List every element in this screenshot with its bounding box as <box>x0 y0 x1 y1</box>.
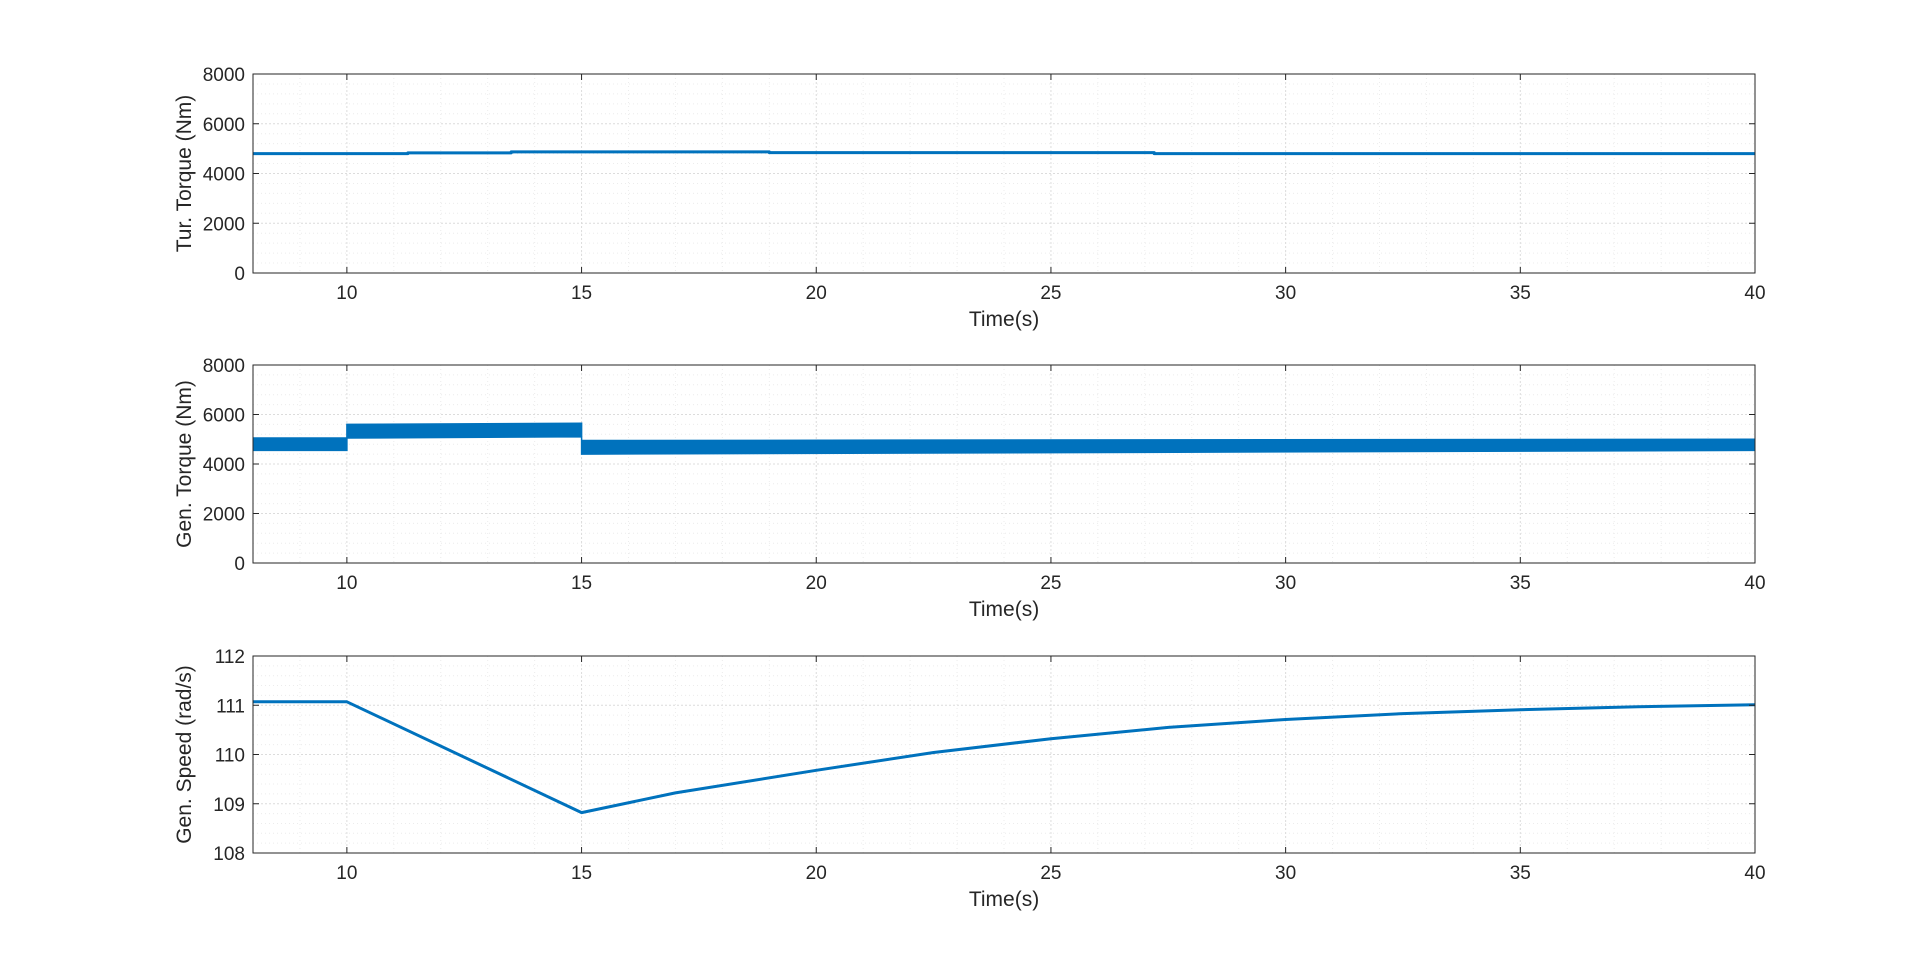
x-tick-label: 40 <box>1744 863 1765 884</box>
y-tick-label: 2000 <box>203 505 245 526</box>
y-tick-label: 110 <box>215 746 245 767</box>
x-axis-label: Time(s) <box>969 598 1039 621</box>
x-tick-label: 30 <box>1275 573 1296 594</box>
subplot-1: 10 15 20 25 30 35 40 0 2000 4000 6000 8000 Time(s) Tu… <box>173 65 1766 331</box>
y-tick-label: 6000 <box>203 115 245 136</box>
x-tick-label: 25 <box>1040 573 1061 594</box>
x-tick-label: 15 <box>571 573 592 594</box>
x-tick-label: 35 <box>1510 573 1531 594</box>
x-tick-label: 15 <box>571 863 592 884</box>
x-tick-label: 30 <box>1275 863 1296 884</box>
y-tick-label: 0 <box>234 554 245 575</box>
x-axis-label: Time(s) <box>969 888 1039 911</box>
x-tick-label: 30 <box>1275 283 1296 304</box>
x-tick-label: 40 <box>1744 573 1765 594</box>
x-tick-label: 35 <box>1510 283 1531 304</box>
x-tick-label: 20 <box>806 863 827 884</box>
x-tick-label: 10 <box>336 283 357 304</box>
y-tick-label: 4000 <box>203 165 245 186</box>
y-tick-label: 0 <box>234 264 245 285</box>
y-tick-label: 109 <box>213 795 245 816</box>
y-tick-label: 112 <box>215 647 245 668</box>
x-axis-label: Time(s) <box>969 308 1039 331</box>
y-tick-label: 111 <box>216 696 245 717</box>
y-axis-label: Tur. Torque (Nm) <box>173 95 196 253</box>
x-tick-label: 40 <box>1744 283 1765 304</box>
plot-area <box>253 74 1755 273</box>
x-tick-label: 10 <box>336 573 357 594</box>
x-tick-label: 10 <box>336 863 357 884</box>
x-tick-label: 20 <box>806 283 827 304</box>
x-tick-label: 25 <box>1040 283 1061 304</box>
y-tick-label: 2000 <box>203 214 245 235</box>
y-tick-label: 8000 <box>203 356 245 377</box>
subplot-2: 10 15 20 25 30 35 40 0 2000 4000 6000 8000 Time(s) Ge… <box>173 356 1766 621</box>
series-band-1 <box>253 422 1755 455</box>
y-tick-label: 4000 <box>203 455 245 476</box>
y-tick-label: 8000 <box>203 65 245 86</box>
subplot-3: 10 15 20 25 30 35 40 108 109 110 111 112 Time(s) Gen.… <box>173 647 1766 911</box>
series-line-1 <box>253 700 1755 815</box>
x-tick-label: 15 <box>571 283 592 304</box>
series-line-1 <box>253 150 1755 156</box>
y-axis-label: Gen. Speed (rad/s) <box>173 665 196 844</box>
x-tick-label: 25 <box>1040 863 1061 884</box>
x-tick-label: 35 <box>1510 863 1531 884</box>
y-tick-label: 6000 <box>203 406 245 427</box>
y-tick-label: 108 <box>213 844 245 865</box>
x-tick-label: 20 <box>806 573 827 594</box>
y-axis-label: Gen. Torque (Nm) <box>173 380 196 548</box>
